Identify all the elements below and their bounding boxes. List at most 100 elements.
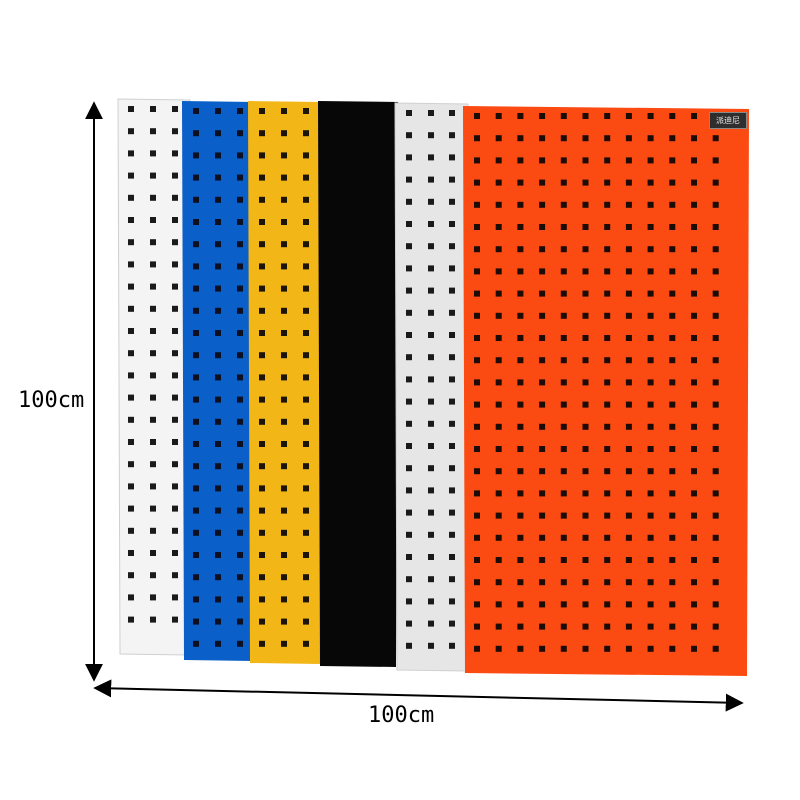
peg-hole [647, 290, 654, 297]
orange-panel [463, 106, 749, 676]
peg-hole [560, 290, 567, 297]
peg-hole [582, 534, 589, 541]
peg-hole [303, 618, 309, 625]
peg-hole [712, 557, 719, 563]
peg-hole [281, 108, 287, 114]
peg-hole [449, 176, 455, 183]
peg-hole [237, 352, 243, 359]
peg-hole [406, 287, 412, 294]
peg-hole [495, 645, 502, 652]
peg-hole [495, 579, 502, 586]
peg-hole [539, 579, 546, 586]
peg-hole [625, 246, 632, 253]
peg-hole [625, 645, 632, 652]
peg-hole [303, 374, 309, 381]
peg-hole [128, 239, 134, 246]
peg-hole [647, 268, 654, 275]
peg-hole [712, 512, 719, 519]
peg-hole [495, 312, 502, 319]
peg-hole [625, 579, 632, 586]
peg-hole [449, 398, 455, 405]
peg-hole [237, 285, 243, 292]
peg-hole [495, 246, 502, 253]
peg-hole [303, 352, 309, 359]
peg-hole [604, 601, 611, 608]
peg-hole [428, 154, 434, 161]
peg-hole [259, 152, 265, 159]
peg-hole [449, 265, 455, 272]
peg-hole [474, 601, 480, 608]
peg-hole [604, 335, 611, 341]
peg-hole [215, 418, 221, 425]
peg-hole [647, 312, 654, 319]
peg-hole [691, 157, 697, 164]
peg-hole [215, 285, 221, 292]
peg-hole [604, 246, 611, 253]
peg-hole [560, 512, 567, 519]
peg-hole [647, 201, 654, 208]
peg-hole [303, 241, 309, 248]
peg-hole [647, 446, 654, 452]
peg-hole [150, 194, 156, 201]
peg-hole [259, 485, 265, 492]
peg-hole [406, 309, 412, 316]
peg-hole [474, 335, 480, 341]
peg-hole [669, 335, 676, 341]
peg-hole [582, 601, 589, 608]
peg-hole [237, 241, 243, 248]
peg-hole [281, 352, 287, 359]
peg-hole [647, 224, 654, 230]
peg-hole [669, 601, 676, 608]
peg-hole [474, 512, 480, 519]
peg-hole [172, 328, 178, 334]
peg-hole [428, 443, 434, 449]
peg-hole [303, 529, 309, 536]
peg-hole [582, 246, 589, 253]
peg-hole [303, 418, 309, 425]
height-dimension-label: 100cm [18, 388, 85, 413]
peg-hole [625, 113, 632, 119]
peg-hole [428, 465, 434, 472]
peg-hole [150, 439, 156, 445]
peg-hole [712, 335, 719, 341]
peg-hole [539, 157, 546, 164]
peg-hole [560, 379, 567, 386]
peg-hole [669, 379, 676, 386]
peg-hole [215, 552, 221, 558]
peg-hole [259, 219, 265, 225]
peg-hole [406, 642, 412, 649]
peg-hole [712, 401, 719, 408]
peg-hole [193, 130, 199, 137]
peg-hole [669, 290, 676, 297]
peg-hole [406, 598, 412, 605]
peg-hole [474, 357, 480, 364]
peg-hole [259, 552, 265, 558]
peg-hole [582, 357, 589, 364]
peg-hole [604, 446, 611, 452]
peg-hole [281, 152, 287, 159]
peg-hole [303, 463, 309, 470]
peg-hole [237, 552, 243, 558]
peg-hole [474, 179, 480, 186]
peg-hole [560, 312, 567, 319]
peg-hole [259, 640, 265, 647]
peg-hole [625, 534, 632, 541]
peg-hole [517, 357, 524, 364]
peg-hole [150, 572, 156, 579]
peg-hole [495, 490, 502, 497]
peg-hole [281, 441, 287, 447]
peg-hole [215, 640, 221, 647]
peg-hole [449, 243, 455, 250]
white-panel [117, 98, 191, 656]
peg-hole [128, 150, 134, 157]
peg-hole [193, 441, 199, 447]
peg-hole [625, 335, 632, 341]
peg-hole [150, 239, 156, 246]
peg-hole [625, 423, 632, 430]
peg-hole [560, 135, 567, 142]
peg-hole [259, 352, 265, 359]
peg-hole [172, 172, 178, 179]
peg-hole [691, 224, 697, 230]
peg-hole [669, 312, 676, 319]
peg-hole [474, 201, 480, 208]
